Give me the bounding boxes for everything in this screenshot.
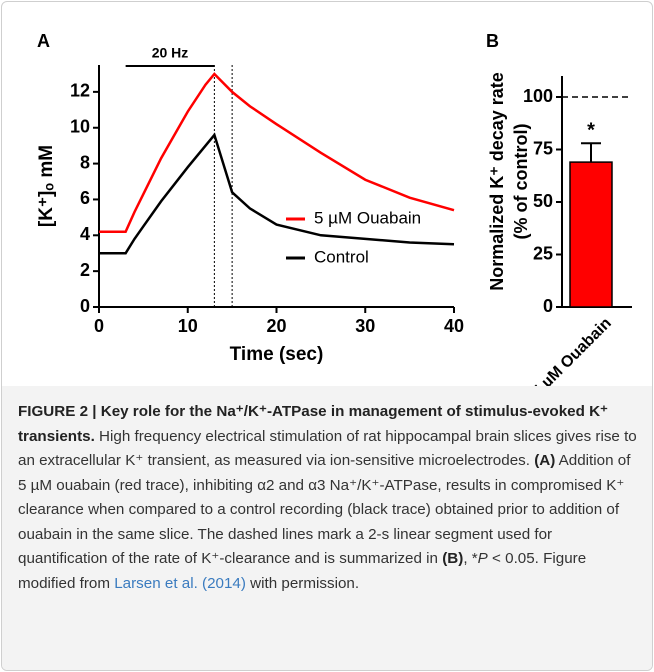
y-tick-label: 0 xyxy=(80,296,90,316)
x-tick-label: 10 xyxy=(178,316,198,336)
legend-label: Control xyxy=(314,247,369,266)
stimulus-label: 20 Hz xyxy=(152,45,189,61)
caption-text: < 0.05. Figure modified from xyxy=(18,550,587,592)
y-tick-label: 50 xyxy=(533,191,553,211)
caption-text: High frequency electrical stimulation of… xyxy=(18,427,637,470)
caption-text: , * xyxy=(463,550,478,567)
caption-text: (A) xyxy=(534,452,556,469)
error-bar xyxy=(581,142,601,163)
y-tick-label: 8 xyxy=(80,152,90,172)
panel-label: A xyxy=(37,31,50,51)
citation-link[interactable]: Larsen et al. (2014) xyxy=(114,574,246,592)
bar xyxy=(569,161,613,308)
caption-title: FIGURE 2 | Key role for the Na⁺/K⁺-ATPas… xyxy=(18,403,609,445)
caption-text: with permission. xyxy=(245,574,360,592)
data-line xyxy=(99,132,455,255)
y-tick-label: 75 xyxy=(533,138,553,158)
x-tick-label: 0 xyxy=(94,316,104,336)
y-tick-label: 0 xyxy=(543,296,553,316)
x-axis-label: Time (sec) xyxy=(230,344,324,365)
y-tick-label: 6 xyxy=(80,188,90,208)
chart-area: A B 0 2 4 6 8 10 12 0 10 20 30 40 Time (sec) [K⁺]ₒ mM… xyxy=(36,31,632,386)
data-line xyxy=(99,72,455,233)
x-tick-label: 20 xyxy=(266,316,286,336)
y-tick-label: 2 xyxy=(80,260,90,280)
panel-label: B xyxy=(486,31,499,51)
legend-label: 5 µM Ouabain xyxy=(314,208,421,227)
x-tick-label: 5 µM Ouabain xyxy=(529,315,615,386)
y-tick-label: 4 xyxy=(80,224,90,244)
y-tick-label: 12 xyxy=(70,81,90,101)
y-tick-label: 10 xyxy=(70,116,90,136)
caption-text: (B) xyxy=(442,550,464,567)
x-tick-label: 40 xyxy=(444,316,464,336)
y-tick-label: 100 xyxy=(523,86,553,106)
caption: FIGURE 2 | Key role for the Na⁺/K⁺-ATPas… xyxy=(2,386,652,670)
y-tick-label: 25 xyxy=(533,243,553,263)
caption-text: Addition of 5 µM ouabain (red trace), in… xyxy=(18,452,631,567)
y-axis-label: Normalized K⁺ decay rate xyxy=(487,72,507,291)
y-axis-label: (% of control) xyxy=(511,124,531,240)
annotation: * xyxy=(587,119,595,141)
y-axis-label: [K⁺]ₒ mM xyxy=(36,145,57,227)
x-tick-label: 30 xyxy=(355,316,375,336)
caption-text: P xyxy=(477,550,488,567)
